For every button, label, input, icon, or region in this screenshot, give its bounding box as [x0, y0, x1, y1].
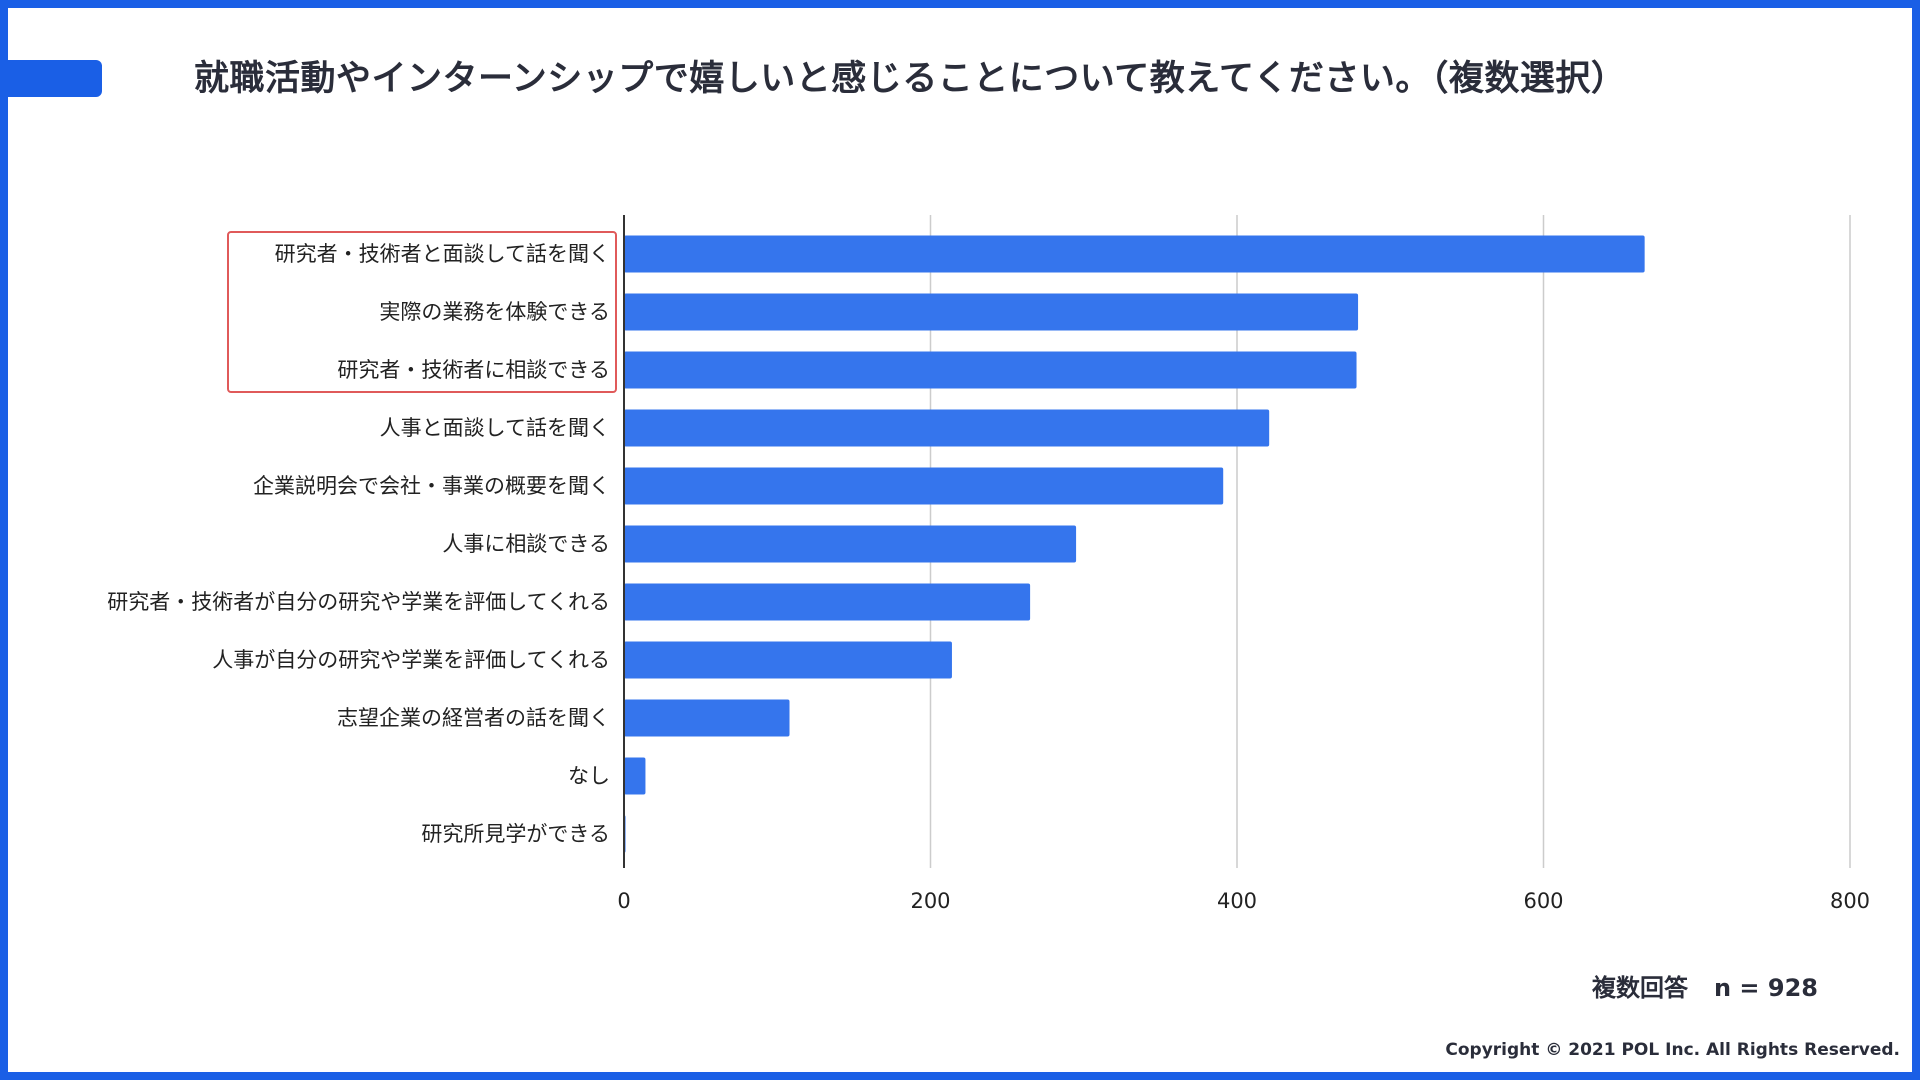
bar: [624, 583, 1031, 621]
response-note: 複数回答 n = 928: [1592, 968, 1818, 1003]
bar: [624, 409, 1270, 447]
title-accent-bar: [8, 60, 102, 97]
category-label: 志望企業の経営者の話を聞く: [337, 706, 610, 730]
category-label: 研究者・技術者に相談できる: [337, 358, 610, 382]
bar: [624, 641, 952, 679]
bar: [624, 293, 1359, 331]
bar: [624, 525, 1077, 563]
bar: [624, 699, 790, 737]
copyright: Copyright © 2021 POL Inc. All Rights Res…: [1445, 1040, 1900, 1060]
bar: [624, 235, 1645, 273]
bar: [624, 757, 646, 795]
highlight-box: [227, 231, 617, 393]
category-label: 人事が自分の研究や学業を評価してくれる: [212, 648, 610, 672]
page-title: 就職活動やインターンシップで嬉しいと感じることについて教えてください。（複数選択…: [194, 59, 1627, 99]
category-label: 実際の業務を体験できる: [379, 300, 610, 324]
category-label: 企業説明会で会社・事業の概要を聞く: [253, 474, 610, 498]
answer-type-label: 複数回答: [1591, 974, 1688, 1002]
bar: [624, 467, 1224, 505]
x-tick-label: 200: [910, 889, 950, 913]
category-label: 研究者・技術者と面談して話を聞く: [275, 242, 610, 266]
category-label: なし: [568, 764, 610, 788]
category-label: 人事に相談できる: [442, 532, 610, 556]
x-tick-label: 600: [1523, 889, 1563, 913]
category-label: 人事と面談して話を聞く: [380, 416, 610, 440]
bar: [624, 351, 1357, 389]
category-label: 研究所見学ができる: [421, 822, 610, 846]
x-tick-label: 800: [1830, 889, 1870, 913]
category-label: 研究者・技術者が自分の研究や学業を評価してくれる: [107, 590, 610, 614]
x-tick-label: 400: [1217, 889, 1257, 913]
sample-size-label: n = 928: [1713, 974, 1818, 1002]
x-tick-label: 0: [617, 889, 630, 913]
